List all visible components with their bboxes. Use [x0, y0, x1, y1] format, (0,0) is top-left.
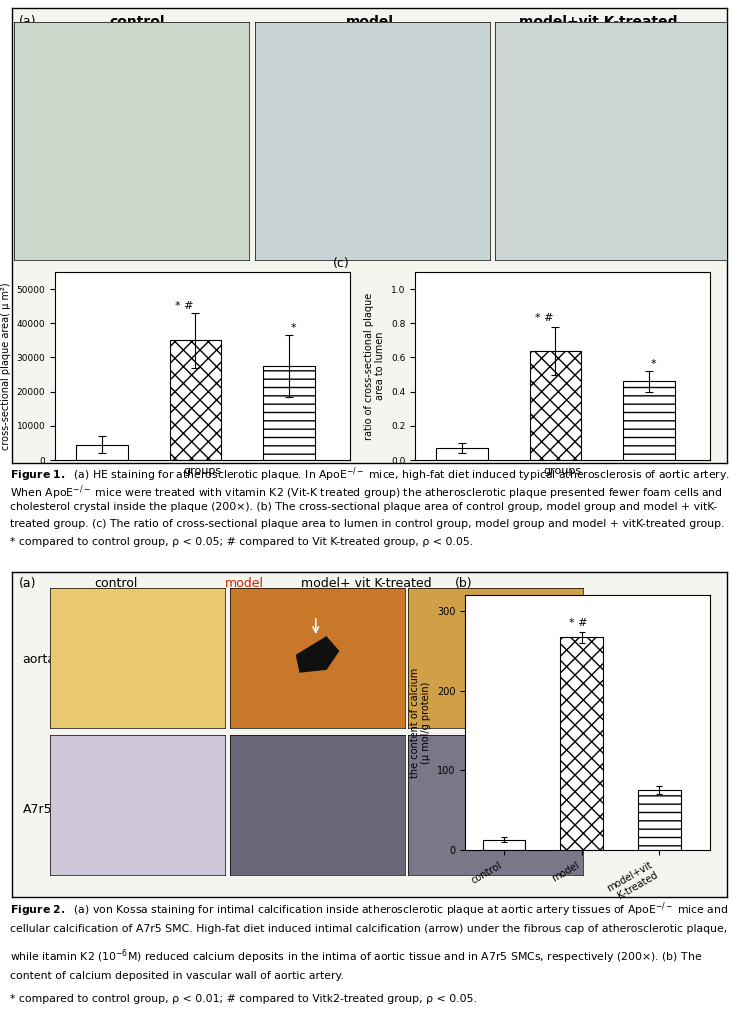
- X-axis label: groups: groups: [543, 466, 582, 475]
- Text: model+vit K-treated: model+vit K-treated: [519, 14, 678, 29]
- Polygon shape: [296, 637, 338, 672]
- Text: *: *: [291, 324, 296, 333]
- Text: control: control: [109, 14, 165, 29]
- Text: *: *: [651, 358, 657, 369]
- Text: while itamin K2 (10$^{-6}$M) reduced calcium deposits in the intima of aortic ti: while itamin K2 (10$^{-6}$M) reduced cal…: [10, 947, 702, 966]
- Text: (a): (a): [19, 577, 37, 590]
- Text: (a): (a): [19, 14, 37, 28]
- Bar: [263, 366, 315, 460]
- Y-axis label: the content of calcium
(μ mol/g protein): the content of calcium (μ mol/g protein): [409, 668, 432, 777]
- Text: aorta: aorta: [23, 653, 56, 667]
- Legend: control, model, model+ vitk-treated: control, model, model+ vitk-treated: [533, 276, 655, 322]
- Text: (b): (b): [455, 577, 473, 590]
- Text: * #: * #: [535, 312, 554, 323]
- Text: cholesterol crystal inside the plaque (200×). (b) The cross-sectional plaque are: cholesterol crystal inside the plaque (2…: [10, 502, 717, 512]
- Bar: [170, 340, 221, 460]
- Text: A7r5: A7r5: [23, 803, 52, 816]
- Bar: [436, 449, 488, 460]
- Text: * #: * #: [175, 301, 194, 311]
- Text: treated group. (c) The ratio of cross-sectional plaque area to lumen in control : treated group. (c) The ratio of cross-se…: [10, 519, 724, 529]
- Bar: [76, 444, 128, 460]
- Text: model+ vit K-treated: model+ vit K-treated: [301, 577, 432, 590]
- Text: model: model: [346, 14, 393, 29]
- Y-axis label: cross-sectional plaque area( μ m²): cross-sectional plaque area( μ m²): [1, 283, 11, 450]
- Y-axis label: ratio of cross-sectional plaque
area to lumen: ratio of cross-sectional plaque area to …: [364, 293, 385, 439]
- Text: $\bf{Figure\ 2.}$  (a) von Kossa staining for intimal calcification inside ather: $\bf{Figure\ 2.}$ (a) von Kossa staining…: [10, 900, 729, 919]
- Text: * compared to control group, ρ < 0.05; # compared to Vit K-treated group, ρ < 0.: * compared to control group, ρ < 0.05; #…: [10, 538, 473, 547]
- Text: (c): (c): [333, 257, 349, 270]
- Text: cellular calcification of A7r5 SMC. High-fat diet induced intimal calcification : cellular calcification of A7r5 SMC. High…: [10, 924, 727, 934]
- Text: model: model: [225, 577, 264, 590]
- Text: * #: * #: [568, 618, 587, 628]
- X-axis label: groups: groups: [183, 466, 222, 475]
- Text: content of calcium deposited in vascular wall of aortic artery.: content of calcium deposited in vascular…: [10, 971, 344, 981]
- Bar: [624, 381, 675, 460]
- Text: * compared to control group, ρ < 0.01; # compared to Vitk2-treated group, ρ < 0.: * compared to control group, ρ < 0.01; #…: [10, 994, 477, 1005]
- Text: $\bf{Figure\ 1.}$  (a) HE staining for atherosclerotic plaque. In ApoE$^{-/-}$ m: $\bf{Figure\ 1.}$ (a) HE staining for at…: [10, 465, 730, 483]
- Text: When ApoE$^{-/-}$ mice were treated with vitamin K2 (Vit-K treated group) the at: When ApoE$^{-/-}$ mice were treated with…: [10, 483, 723, 503]
- Bar: [483, 840, 525, 850]
- Bar: [530, 350, 582, 460]
- Bar: [638, 791, 681, 850]
- Bar: [560, 637, 603, 850]
- Text: control: control: [94, 577, 137, 590]
